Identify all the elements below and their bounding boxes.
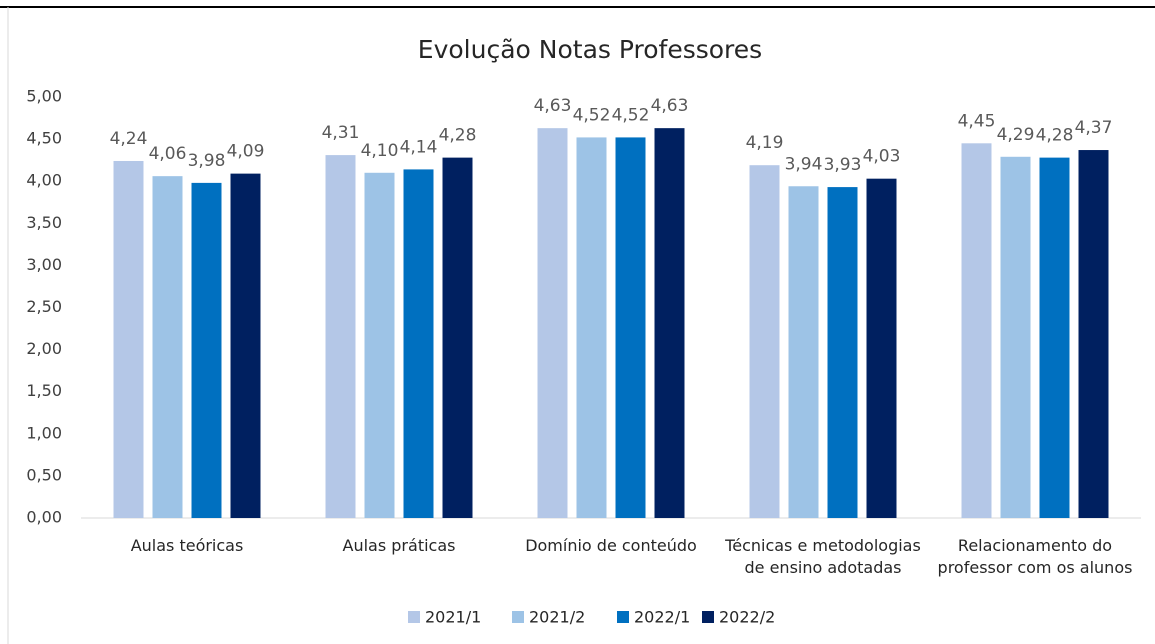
bar: [537, 128, 568, 519]
x-tick-label: Relacionamento do professor com os aluno…: [937, 536, 1133, 577]
y-tick-label: 0,50: [26, 465, 62, 484]
x-tick-label: Técnicas e metodologias de ensino adotad…: [725, 536, 921, 577]
value-label: 4,10: [361, 141, 399, 161]
bar: [191, 182, 222, 518]
bar: [576, 137, 607, 518]
legend-swatch: [408, 611, 420, 623]
y-tick-label: 4,50: [26, 129, 62, 148]
y-tick-label: 2,50: [26, 297, 62, 316]
legend-label: 2021/2: [529, 608, 585, 627]
value-label: 3,98: [188, 151, 226, 171]
y-tick-label: 1,00: [26, 423, 62, 442]
bar: [325, 155, 356, 518]
bar: [113, 160, 144, 518]
value-label: 4,09: [227, 142, 265, 162]
legend-swatch: [617, 611, 629, 623]
bar: [615, 137, 646, 518]
value-label: 3,93: [824, 155, 862, 175]
bar: [230, 173, 261, 518]
value-label: 4,45: [958, 111, 996, 131]
bar: [403, 169, 434, 519]
y-tick-label: 3,00: [26, 255, 62, 274]
y-tick-label: 2,00: [26, 339, 62, 358]
value-label: 4,28: [439, 126, 477, 146]
y-tick-label: 1,50: [26, 381, 62, 400]
y-tick-label: 4,00: [26, 171, 62, 190]
bar: [152, 176, 183, 518]
value-label: 4,19: [746, 133, 784, 153]
value-label: 4,63: [651, 96, 689, 116]
bar: [1000, 156, 1031, 519]
value-label: 4,24: [110, 129, 148, 149]
chart-title: Evolução Notas Professores: [418, 35, 762, 64]
legend-swatch: [512, 611, 524, 623]
value-label: 4,63: [534, 96, 572, 116]
x-tick-label: Aulas práticas: [342, 536, 456, 555]
x-tick-label: Domínio de conteúdo: [525, 536, 697, 555]
bar: [1039, 157, 1070, 518]
value-label: 3,94: [785, 154, 823, 174]
y-tick-label: 0,00: [26, 508, 62, 527]
bar: [866, 178, 897, 518]
bar: [654, 128, 685, 519]
y-tick-label: 3,50: [26, 213, 62, 232]
x-tick-label: Aulas teóricas: [130, 536, 244, 555]
value-label: 4,28: [1036, 126, 1074, 146]
bar: [961, 143, 992, 518]
value-label: 4,29: [997, 125, 1035, 145]
y-tick-label: 5,00: [26, 87, 62, 106]
value-label: 4,52: [612, 105, 650, 125]
value-label: 4,31: [322, 123, 360, 143]
value-label: 4,03: [863, 147, 901, 167]
value-label: 4,14: [400, 137, 438, 157]
value-label: 4,37: [1075, 118, 1113, 138]
legend-label: 2022/1: [634, 608, 690, 627]
bar: [749, 165, 780, 518]
bar: [442, 157, 473, 518]
value-label: 4,06: [149, 144, 187, 164]
value-label: 4,52: [573, 105, 611, 125]
bar: [1078, 150, 1109, 518]
legend-label: 2021/1: [425, 608, 481, 627]
bar: [364, 172, 395, 518]
bar: [827, 187, 858, 518]
legend-swatch: [702, 611, 714, 623]
bar: [788, 186, 819, 518]
legend-label: 2022/2: [719, 608, 775, 627]
